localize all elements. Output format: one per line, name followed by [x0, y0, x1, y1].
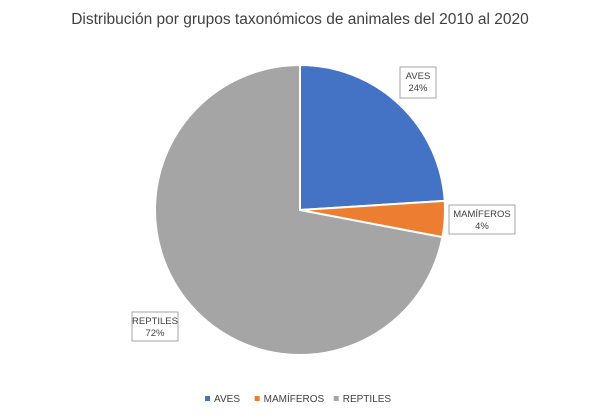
legend-swatch — [205, 396, 211, 401]
data-label-category: AVES — [406, 71, 431, 82]
data-label-value: 24% — [408, 83, 428, 94]
legend: AVES MAMÍFEROS REPTILES — [205, 392, 391, 405]
data-label-category: MAMÍFEROS — [453, 209, 511, 220]
legend-label: MAMÍFEROS — [264, 392, 325, 405]
legend-item-reptiles: REPTILES — [333, 394, 392, 405]
legend-item-mamiferos: MAMÍFEROS — [254, 392, 325, 405]
data-label-category: REPTILES — [132, 316, 178, 327]
data-label-value: 72% — [145, 328, 165, 339]
data-label-box — [399, 66, 437, 99]
data-label-box — [448, 204, 516, 235]
chart-title: Distribución por grupos taxonómicos de a… — [71, 11, 529, 28]
data-label-box — [131, 311, 179, 342]
legend-item-aves: AVES — [205, 394, 240, 405]
slice-aves — [299, 63, 446, 212]
data-label-value: 4% — [475, 221, 489, 232]
legend-swatch — [254, 396, 260, 401]
legend-swatch — [333, 396, 339, 401]
legend-label: REPTILES — [343, 394, 392, 405]
slice-reptiles — [154, 63, 444, 356]
legend-label: AVES — [214, 394, 240, 405]
pie-slices — [154, 63, 446, 356]
